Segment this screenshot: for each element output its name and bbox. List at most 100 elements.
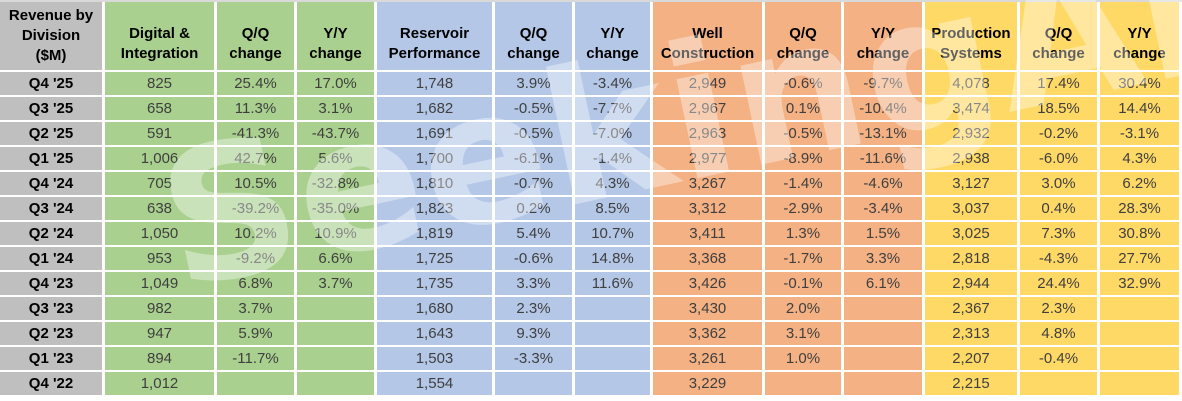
data-cell: 3,368 bbox=[653, 247, 765, 272]
corner-header-line: Division bbox=[21, 27, 81, 44]
data-cell: -3.4% bbox=[844, 197, 925, 222]
data-cell: -35.0% bbox=[297, 197, 377, 222]
data-cell: 3,430 bbox=[653, 297, 765, 322]
column-header-line: Y/Y bbox=[600, 25, 625, 42]
data-cell: -3.1% bbox=[1100, 122, 1182, 147]
data-cell: 2,367 bbox=[925, 297, 1020, 322]
data-cell: 2,967 bbox=[653, 97, 765, 122]
data-cell bbox=[297, 372, 377, 397]
row-label-cell: Q2 '24 bbox=[0, 222, 105, 247]
data-cell: 5.4% bbox=[495, 222, 575, 247]
data-cell: 1,680 bbox=[377, 297, 495, 322]
data-cell: 2,977 bbox=[653, 147, 765, 172]
data-cell bbox=[1100, 297, 1182, 322]
data-cell: 30.4% bbox=[1100, 72, 1182, 97]
data-cell: 9.3% bbox=[495, 322, 575, 347]
data-cell: -1.4% bbox=[575, 147, 653, 172]
data-cell: 953 bbox=[105, 247, 217, 272]
data-cell: 947 bbox=[105, 322, 217, 347]
data-cell: 10.9% bbox=[297, 222, 377, 247]
row-label-cell: Q4 '22 bbox=[0, 372, 105, 397]
column-header-cell: Q/Q change bbox=[1020, 2, 1100, 72]
data-cell: 32.9% bbox=[1100, 272, 1182, 297]
column-header-line: change bbox=[507, 45, 560, 62]
data-cell: 3.3% bbox=[844, 247, 925, 272]
data-cell bbox=[1100, 322, 1182, 347]
data-cell: 14.8% bbox=[575, 247, 653, 272]
data-cell: 3.7% bbox=[217, 297, 297, 322]
column-header-line: Reservoir bbox=[399, 25, 470, 42]
data-cell: 1.0% bbox=[765, 347, 844, 372]
data-cell: 3.9% bbox=[495, 72, 575, 97]
data-cell: 4,078 bbox=[925, 72, 1020, 97]
data-cell: 3,229 bbox=[653, 372, 765, 397]
row-label-cell: Q1 '24 bbox=[0, 247, 105, 272]
data-cell: 1,700 bbox=[377, 147, 495, 172]
data-cell: 1,006 bbox=[105, 147, 217, 172]
data-cell bbox=[575, 322, 653, 347]
column-header-line: Y/Y bbox=[870, 25, 896, 42]
column-header-line: Production bbox=[931, 25, 1011, 42]
data-cell: -0.4% bbox=[1020, 347, 1100, 372]
data-cell: 2,215 bbox=[925, 372, 1020, 397]
data-cell: 0.1% bbox=[765, 97, 844, 122]
column-header-cell: Y/Y change bbox=[1100, 2, 1182, 72]
data-cell: 0.2% bbox=[495, 197, 575, 222]
data-cell: -11.6% bbox=[844, 147, 925, 172]
data-cell: 3,426 bbox=[653, 272, 765, 297]
data-cell: 1,049 bbox=[105, 272, 217, 297]
data-cell: -0.7% bbox=[495, 172, 575, 197]
column-header-line: change bbox=[1032, 45, 1085, 62]
column-header-line: change bbox=[586, 45, 639, 62]
data-cell: 6.8% bbox=[217, 272, 297, 297]
data-cell: -6.0% bbox=[1020, 147, 1100, 172]
data-cell: -8.9% bbox=[765, 147, 844, 172]
data-cell: 1,819 bbox=[377, 222, 495, 247]
data-cell: 0.4% bbox=[1020, 197, 1100, 222]
data-cell: -0.2% bbox=[1020, 122, 1100, 147]
data-cell: -9.7% bbox=[844, 72, 925, 97]
data-cell bbox=[844, 372, 925, 397]
data-cell: 6.6% bbox=[297, 247, 377, 272]
data-cell: 1.5% bbox=[844, 222, 925, 247]
data-cell bbox=[297, 347, 377, 372]
corner-header-cell: Revenue by Division ($M) bbox=[0, 2, 105, 72]
data-cell: -3.4% bbox=[575, 72, 653, 97]
data-cell: -4.6% bbox=[844, 172, 925, 197]
data-cell: 3.3% bbox=[495, 272, 575, 297]
data-cell: 30.8% bbox=[1100, 222, 1182, 247]
column-header-cell: Q/Q change bbox=[217, 2, 297, 72]
data-cell: -0.5% bbox=[495, 122, 575, 147]
row-label-cell: Q1 '25 bbox=[0, 147, 105, 172]
data-cell: 1,643 bbox=[377, 322, 495, 347]
data-cell: -1.7% bbox=[765, 247, 844, 272]
data-cell: 3,127 bbox=[925, 172, 1020, 197]
data-cell: -43.7% bbox=[297, 122, 377, 147]
data-cell bbox=[844, 297, 925, 322]
corner-header-line: Revenue by bbox=[8, 7, 94, 24]
data-cell: 3.7% bbox=[297, 272, 377, 297]
data-cell: 1,682 bbox=[377, 97, 495, 122]
data-cell: -13.1% bbox=[844, 122, 925, 147]
row-label-cell: Q2 '23 bbox=[0, 322, 105, 347]
data-cell: 1,748 bbox=[377, 72, 495, 97]
row-label-cell: Q3 '23 bbox=[0, 297, 105, 322]
data-cell: -10.4% bbox=[844, 97, 925, 122]
data-cell: 638 bbox=[105, 197, 217, 222]
column-header-line: Q/Q bbox=[1044, 25, 1073, 42]
data-cell bbox=[765, 372, 844, 397]
data-cell: -7.7% bbox=[575, 97, 653, 122]
data-cell: 2,313 bbox=[925, 322, 1020, 347]
row-label-cell: Q3 '24 bbox=[0, 197, 105, 222]
data-cell: 10.2% bbox=[217, 222, 297, 247]
data-cell: 17.4% bbox=[1020, 72, 1100, 97]
data-cell: 2.0% bbox=[765, 297, 844, 322]
data-cell: 3,474 bbox=[925, 97, 1020, 122]
column-header-line: Performance bbox=[388, 45, 481, 62]
column-header-cell: Q/Q change bbox=[495, 2, 575, 72]
data-cell: 1,823 bbox=[377, 197, 495, 222]
data-cell: 3.1% bbox=[765, 322, 844, 347]
data-cell bbox=[575, 297, 653, 322]
data-cell bbox=[1100, 347, 1182, 372]
data-cell: 4.3% bbox=[1100, 147, 1182, 172]
